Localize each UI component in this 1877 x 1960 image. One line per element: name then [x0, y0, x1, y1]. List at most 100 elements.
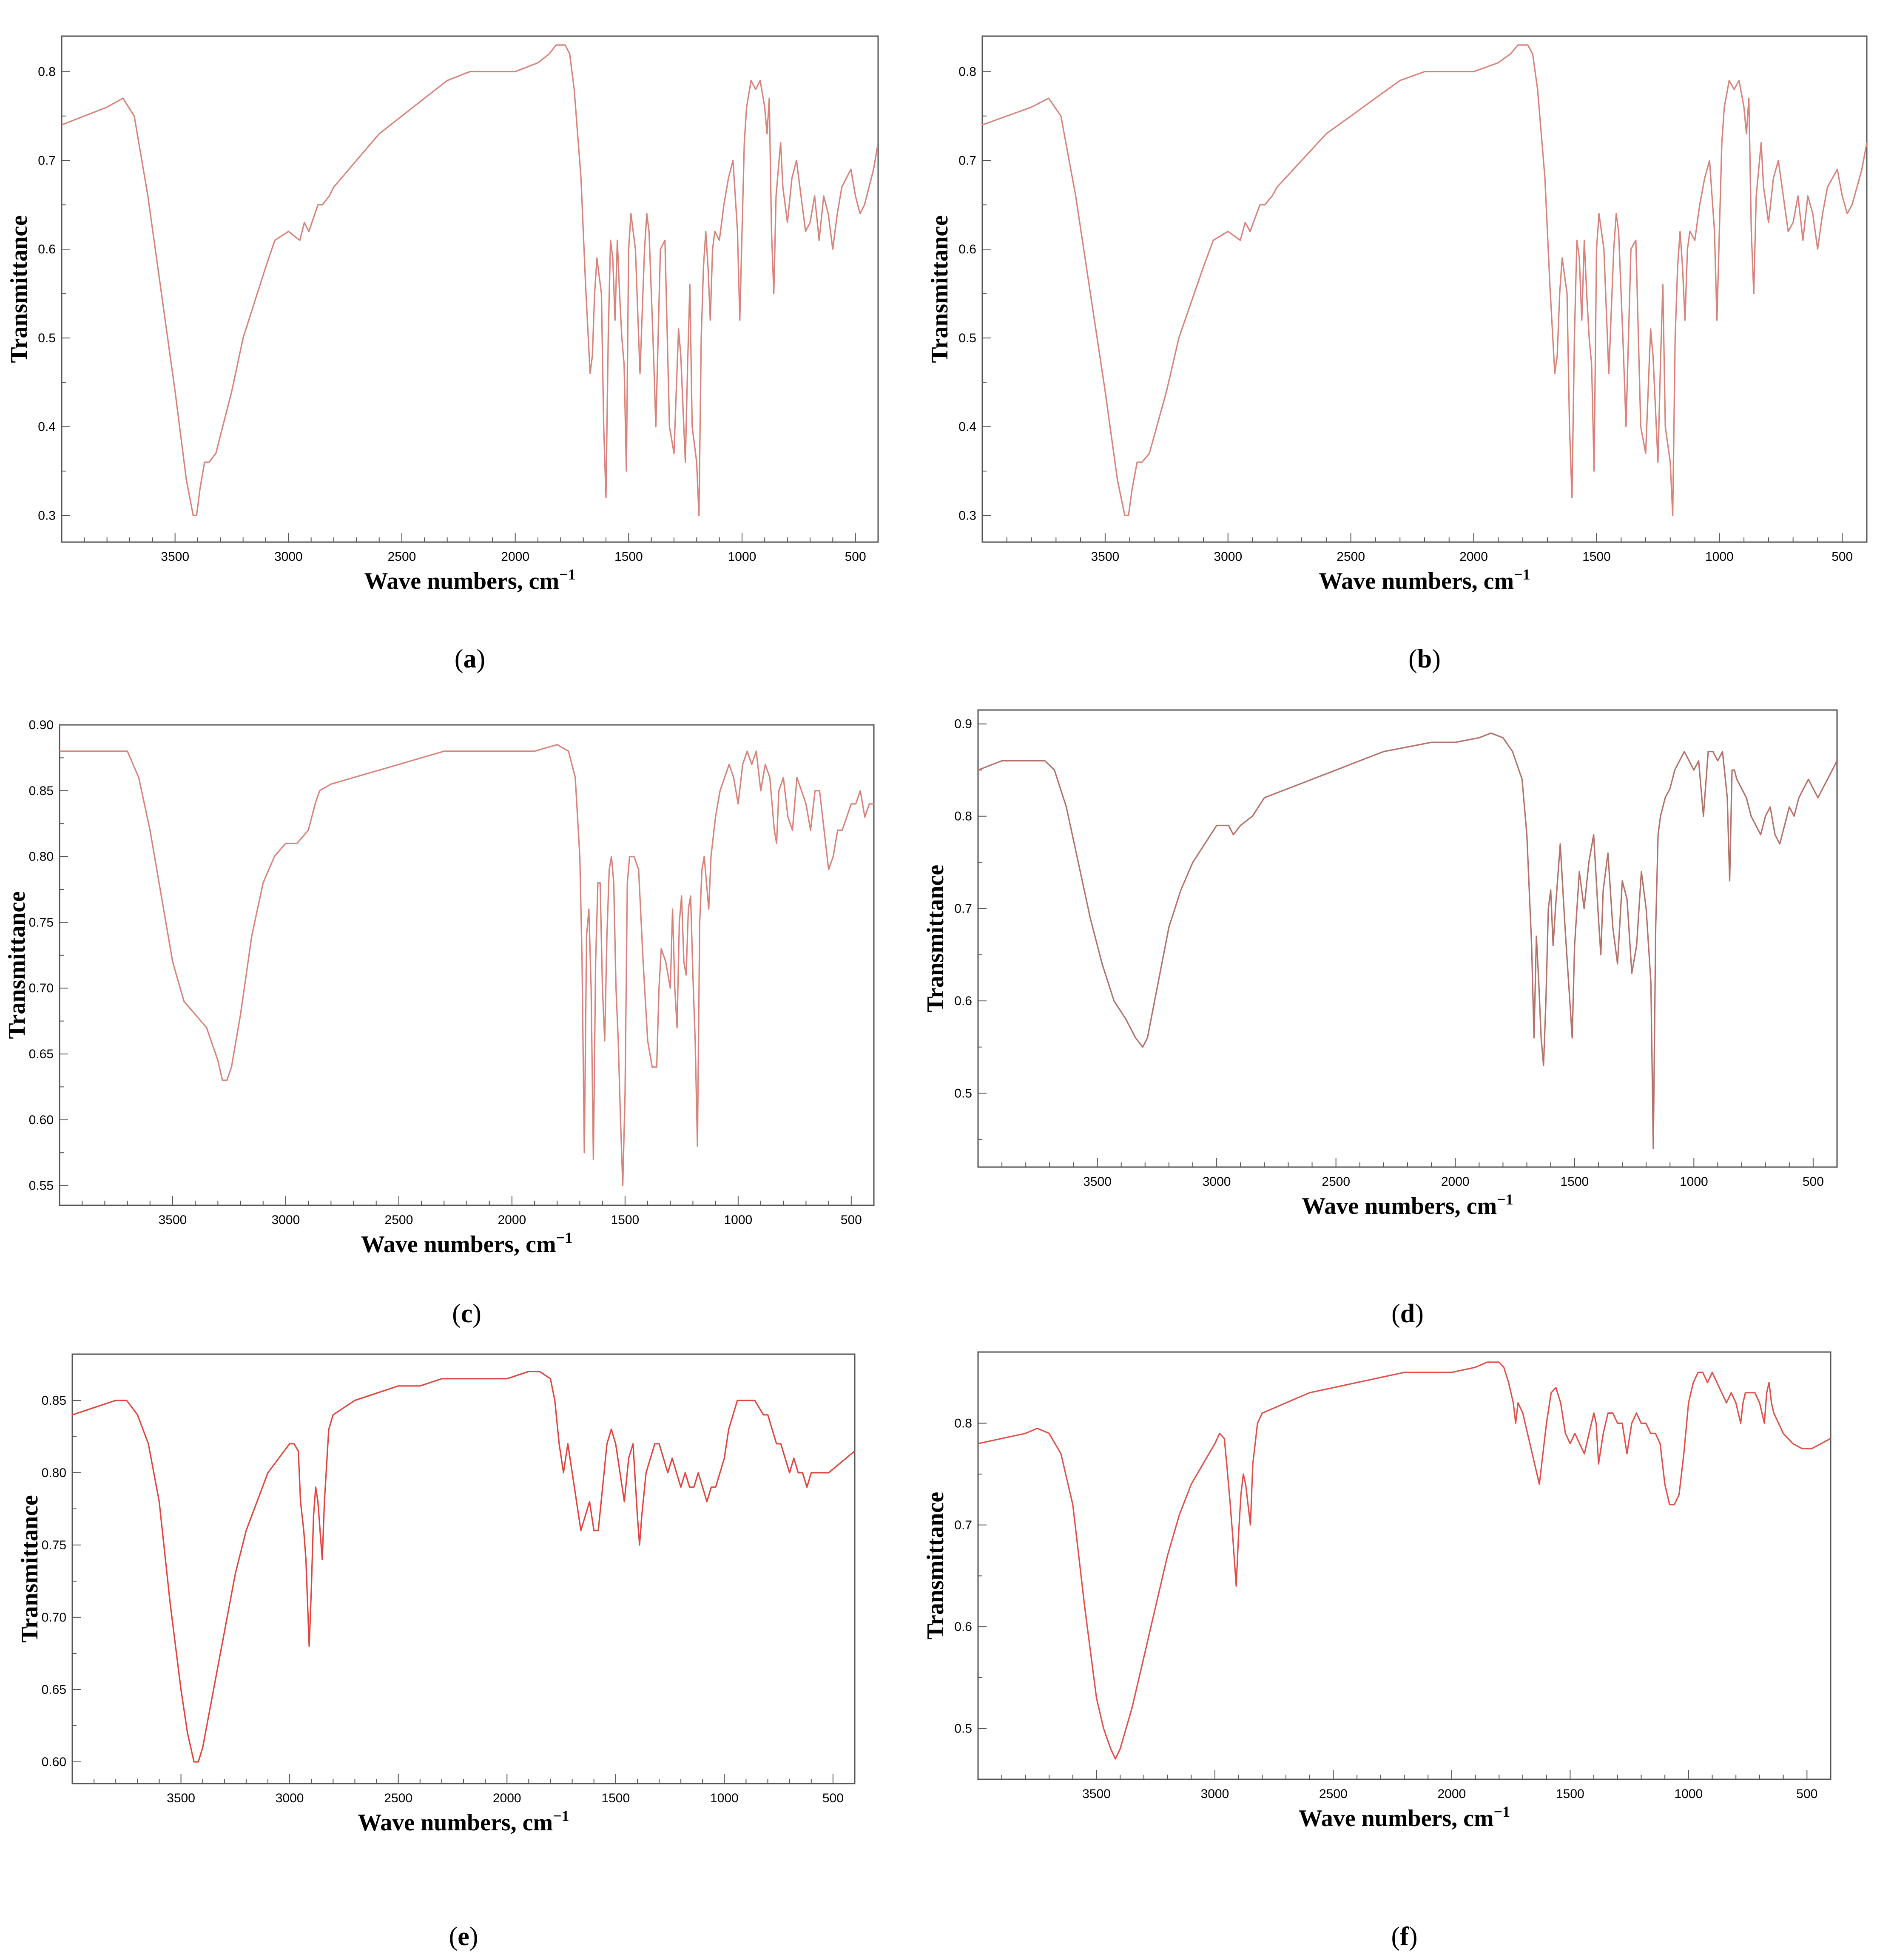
x-tick-label: 2500 — [388, 550, 416, 564]
x-axis-title-superscript: −1 — [559, 566, 576, 583]
plot-frame — [977, 709, 1838, 1168]
x-tick-label: 1000 — [724, 1213, 752, 1227]
x-tick-label: 500 — [841, 1213, 862, 1227]
y-tick-label: 0.90 — [29, 718, 54, 732]
y-tick-label: 0.85 — [29, 784, 54, 798]
plot-frame — [71, 1353, 856, 1784]
x-tick-label: 500 — [1796, 1787, 1817, 1801]
y-tick-label: 0.5 — [954, 1086, 972, 1100]
x-tick-label: 3500 — [161, 550, 189, 564]
y-axis-title: Transmittance — [922, 1492, 949, 1639]
x-axis-title: Wave numbers, cm−1 — [364, 566, 575, 594]
y-axis-title: Transmittance — [17, 1495, 43, 1642]
x-tick-label: 2000 — [1459, 550, 1488, 564]
y-tick-label: 0.5 — [954, 1721, 972, 1736]
plot-frame — [977, 1351, 1831, 1780]
x-tick-label: 500 — [1831, 550, 1853, 564]
x-axis-title-superscript: −1 — [553, 1807, 569, 1824]
panel-a: 3500 3000 2500 2000 1500 1000 500 0.3 0.4 0.5 0.6 0… — [6, 35, 879, 673]
panel-label: (c) — [452, 1299, 481, 1328]
x-tick-label: 3000 — [274, 550, 303, 564]
x-tick-label: 1500 — [1556, 1787, 1584, 1801]
x-tick-label: 2500 — [1337, 550, 1365, 564]
x-tick-label: 2500 — [385, 1213, 413, 1227]
y-tick-label: 0.7 — [958, 153, 976, 168]
x-tick-label: 500 — [1803, 1175, 1824, 1189]
y-tick-label: 0.70 — [29, 981, 54, 995]
spectrum-line — [978, 732, 1837, 1150]
y-tick-label: 0.8 — [38, 65, 56, 79]
spectrum-line — [978, 1361, 1831, 1760]
x-tick-label: 3500 — [1082, 1787, 1111, 1801]
spectrum-line — [72, 1371, 855, 1763]
spectrum-line — [62, 44, 878, 516]
x-tick-label: 3000 — [272, 1213, 300, 1227]
x-axis-title: Wave numbers, cm−1 — [358, 1807, 569, 1836]
panel-d: 3500 3000 2500 2000 1500 1000 500 0.5 0.6 0.7 0.8 0… — [922, 709, 1838, 1328]
x-axis-title-superscript: −1 — [556, 1229, 573, 1246]
y-tick-label: 0.3 — [958, 508, 976, 523]
panel-label: (a) — [455, 645, 485, 673]
y-tick-label: 0.7 — [954, 902, 972, 916]
y-tick-label: 0.7 — [38, 153, 56, 168]
x-axis-title-text: Wave numbers, cm — [358, 1809, 553, 1836]
x-tick-label: 2500 — [1319, 1787, 1348, 1801]
y-tick-label: 0.55 — [29, 1179, 54, 1193]
y-tick-label: 0.60 — [29, 1113, 54, 1127]
x-tick-label: 3500 — [167, 1791, 195, 1805]
x-axis-title-superscript: −1 — [1514, 566, 1530, 583]
plot-frame — [59, 724, 875, 1206]
x-tick-label: 1500 — [614, 550, 643, 564]
x-tick-label: 3000 — [1214, 550, 1242, 564]
x-tick-label: 1500 — [611, 1213, 639, 1227]
panel-label: (e) — [449, 1922, 478, 1951]
y-tick-label: 0.8 — [954, 810, 972, 824]
x-axis-title: Wave numbers, cm−1 — [1299, 1803, 1510, 1832]
panel-label: (d) — [1391, 1299, 1424, 1328]
y-tick-label: 0.75 — [29, 915, 54, 929]
x-tick-label: 500 — [845, 550, 866, 564]
y-axis-title: Transmittance — [927, 215, 953, 363]
x-tick-label: 1000 — [728, 550, 756, 564]
y-tick-label: 0.75 — [42, 1538, 66, 1552]
y-tick-label: 0.6 — [954, 994, 972, 1008]
y-axis-title: Transmittance — [922, 865, 949, 1012]
panel-letter: e — [458, 1922, 469, 1951]
panel-b: 3500 3000 2500 2000 1500 1000 500 0.3 0.4 0.5 0.6 0… — [927, 35, 1868, 673]
x-axis-title-text: Wave numbers, cm — [1319, 568, 1514, 594]
x-axis-title-superscript: −1 — [1497, 1191, 1513, 1208]
y-tick-label: 0.65 — [29, 1047, 54, 1061]
x-tick-label: 2000 — [498, 1213, 526, 1227]
x-tick-label: 2000 — [1441, 1175, 1470, 1189]
y-tick-label: 0.60 — [42, 1755, 66, 1769]
x-axis-title-text: Wave numbers, cm — [364, 568, 559, 594]
x-axis-title-text: Wave numbers, cm — [1302, 1193, 1497, 1219]
panel-letter: d — [1400, 1299, 1415, 1328]
spectrum-line — [60, 744, 874, 1187]
x-tick-label: 2500 — [384, 1791, 412, 1805]
x-tick-label: 2500 — [1322, 1175, 1350, 1189]
y-tick-label: 0.8 — [958, 65, 976, 79]
panel-letter: b — [1417, 645, 1432, 673]
panel-letter: c — [461, 1299, 473, 1328]
x-tick-label: 1000 — [1674, 1787, 1703, 1801]
x-tick-label: 2000 — [1438, 1787, 1466, 1801]
panel-c: 3500 3000 2500 2000 1500 1000 500 0.55 0.60 0.65 0… — [4, 718, 875, 1328]
x-axis-title: Wave numbers, cm−1 — [1302, 1191, 1513, 1219]
panel-letter: f — [1400, 1922, 1409, 1951]
panel-letter: a — [464, 645, 477, 673]
y-tick-label: 0.70 — [42, 1611, 66, 1625]
x-tick-label: 1500 — [1560, 1175, 1589, 1189]
x-tick-label: 3000 — [1201, 1787, 1229, 1801]
y-tick-label: 0.65 — [42, 1683, 66, 1697]
x-tick-label: 3000 — [276, 1791, 304, 1805]
y-tick-label: 0.6 — [954, 1620, 972, 1634]
x-tick-label: 1500 — [1582, 550, 1611, 564]
y-tick-label: 0.8 — [954, 1417, 972, 1431]
y-tick-label: 0.5 — [958, 331, 976, 345]
x-tick-label: 1000 — [1680, 1175, 1708, 1189]
x-axis-title: Wave numbers, cm−1 — [361, 1229, 572, 1258]
panel-f: 3500 3000 2500 2000 1500 1000 500 0.5 0.6 0.7 0.8 W… — [922, 1351, 1831, 1951]
x-tick-label: 3500 — [159, 1213, 187, 1227]
